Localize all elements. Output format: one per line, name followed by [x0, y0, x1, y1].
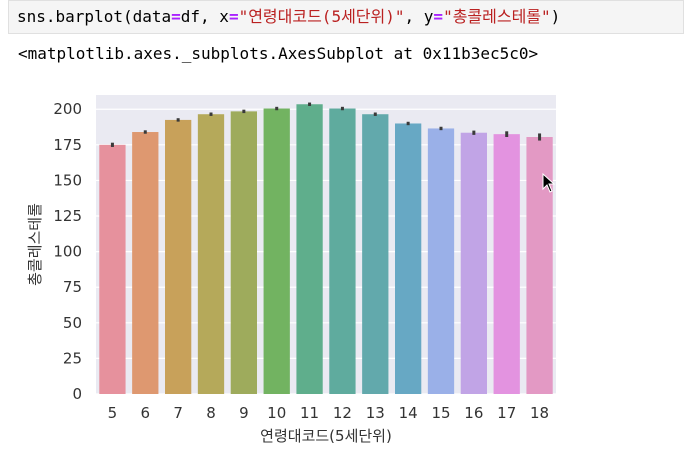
code-df-part: df, x: [180, 7, 229, 26]
y-axis-label: 총콜레스테롤: [26, 203, 44, 286]
code-equals-1: =: [171, 7, 181, 26]
output-text: <matplotlib.axes._subplots.AxesSubplot a…: [18, 44, 539, 63]
bar-12: [329, 108, 356, 395]
y-tick-label: 200: [53, 100, 82, 118]
x-tick-label: 16: [464, 404, 483, 422]
code-x-string: "연령대코드(5세단위)": [238, 7, 405, 26]
y-tick-label: 75: [63, 278, 82, 296]
x-tick-label: 11: [300, 404, 319, 422]
x-tick-label: 8: [206, 404, 216, 422]
bar-16: [460, 132, 487, 394]
x-tick-label: 15: [431, 404, 450, 422]
bar-18: [526, 137, 553, 394]
bar-6: [132, 132, 159, 394]
x-tick-label: 5: [108, 404, 118, 422]
mouse-cursor-icon: [542, 172, 556, 193]
code-cell[interactable]: sns.barplot(data=df, x="연령대코드(5세단위)", y=…: [8, 0, 684, 34]
x-tick-label: 6: [141, 404, 151, 422]
y-tick-label: 50: [63, 314, 82, 332]
code-suffix: ): [550, 7, 561, 26]
y-tick-label: 175: [53, 136, 82, 154]
bar-9: [230, 111, 257, 394]
code-y-string: "총콜레스테롤": [443, 7, 551, 26]
x-tick-label: 18: [530, 404, 549, 422]
code-prefix: sns.barplot(data: [17, 7, 172, 26]
bar-14: [395, 123, 422, 394]
x-tick-label: 10: [267, 404, 286, 422]
bar-5: [99, 144, 126, 394]
y-tick-label: 0: [72, 385, 82, 403]
y-tick-label: 25: [63, 349, 82, 367]
x-tick-label: 12: [333, 404, 352, 422]
bar-10: [263, 108, 290, 395]
bar-13: [362, 114, 389, 394]
bar-15: [427, 128, 455, 394]
bar-7: [165, 119, 192, 395]
x-tick-label: 7: [173, 404, 183, 422]
code-mid: , y: [404, 7, 434, 26]
y-tick-label: 125: [53, 207, 82, 225]
bar-8: [197, 114, 225, 394]
y-tick-label: 100: [53, 243, 82, 261]
y-tick-label: 150: [53, 171, 82, 189]
bar-17: [493, 134, 520, 394]
x-axis-label: 연령대코드(5세단위): [260, 427, 392, 445]
code-equals-2: =: [228, 7, 239, 26]
x-tick-label: 17: [497, 404, 516, 422]
bar-11: [296, 104, 323, 394]
x-tick-label: 14: [399, 404, 418, 422]
x-tick-label: 9: [239, 404, 249, 422]
x-tick-label: 13: [366, 404, 385, 422]
code-equals-3: =: [433, 7, 444, 26]
